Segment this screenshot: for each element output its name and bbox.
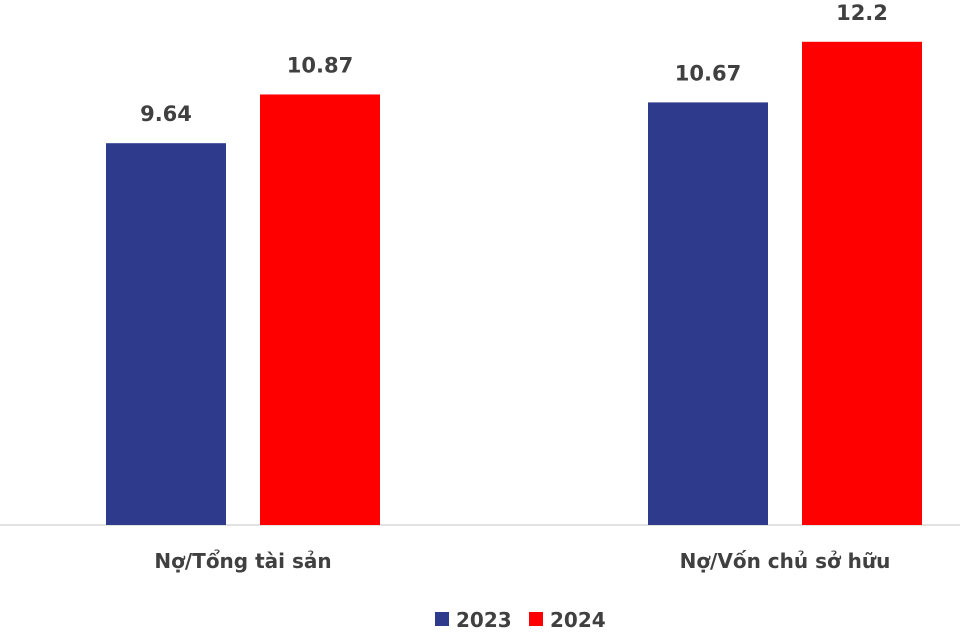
bar-2023-1 <box>648 102 768 525</box>
legend: 2023 2024 <box>435 608 606 632</box>
data-label-2024-1: 12.2 <box>836 1 888 25</box>
data-label-2023-0: 9.64 <box>140 102 192 126</box>
category-label-1: Nợ/Vốn chủ sở hữu <box>680 549 891 573</box>
category-labels-group: Nợ/Tổng tài sản Nợ/Vốn chủ sở hữu <box>154 549 890 573</box>
category-label-0: Nợ/Tổng tài sản <box>154 549 331 573</box>
bar-2024-0 <box>260 94 380 526</box>
legend-label-2023: 2023 <box>456 608 512 632</box>
legend-label-2024: 2024 <box>550 608 606 632</box>
data-label-2023-1: 10.67 <box>675 61 741 85</box>
data-label-2024-0: 10.87 <box>287 53 353 77</box>
legend-swatch-2023 <box>435 612 449 626</box>
bars-group <box>106 41 922 526</box>
bar-2023-0 <box>106 143 226 525</box>
legend-swatch-2024 <box>529 612 543 626</box>
data-labels-group: 9.64 10.87 10.67 12.2 <box>140 1 888 126</box>
bar-2024-1 <box>802 41 922 525</box>
